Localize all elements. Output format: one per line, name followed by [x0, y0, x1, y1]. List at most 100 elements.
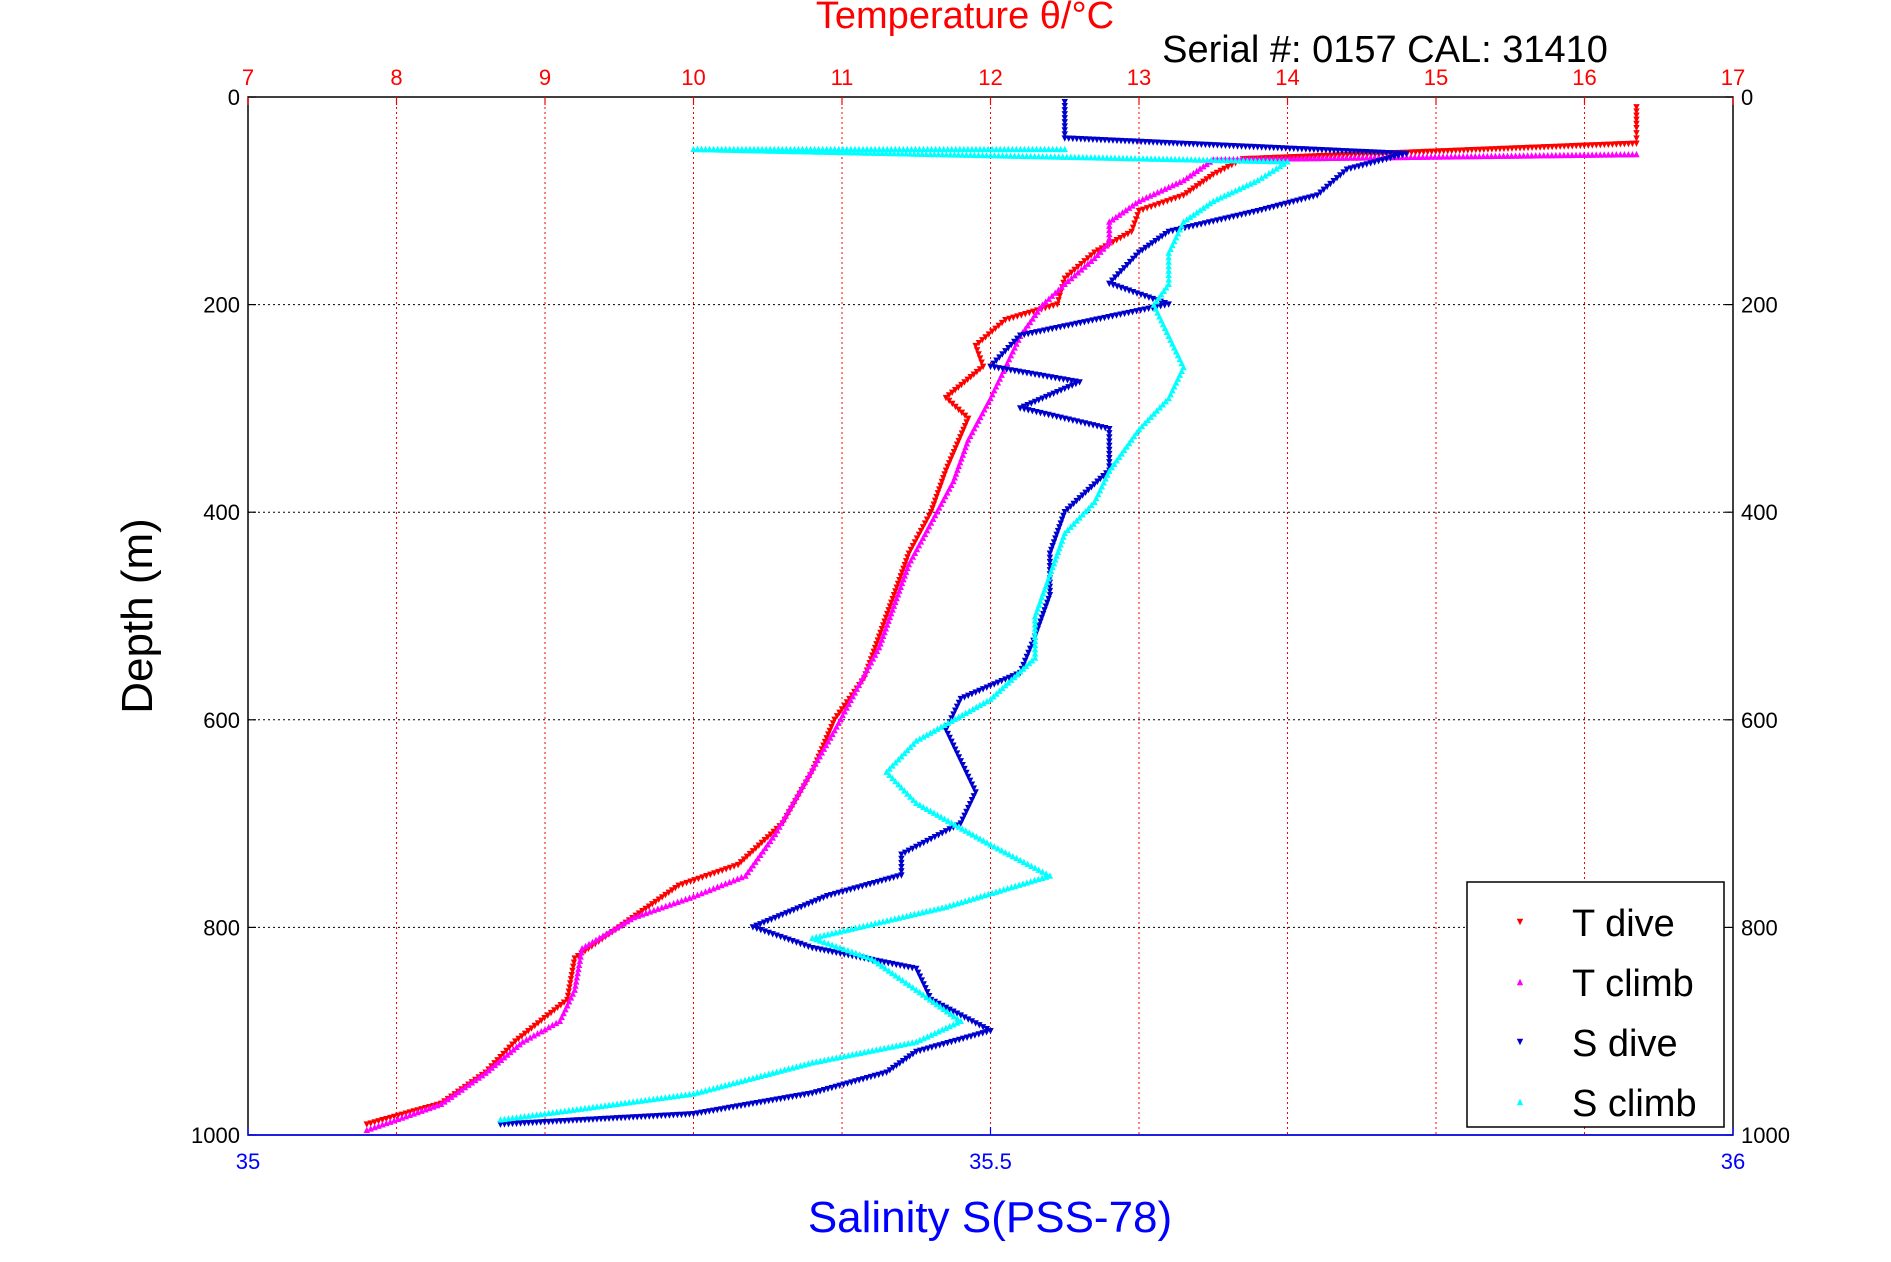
data-point [1256, 157, 1263, 164]
data-point [379, 1121, 386, 1128]
data-point [909, 542, 917, 550]
data-point [1021, 145, 1028, 153]
data-point [1039, 301, 1046, 308]
depth-tick-label: 800 [203, 915, 240, 940]
data-point [694, 1089, 701, 1096]
data-point [718, 881, 725, 889]
data-point [1284, 158, 1291, 165]
data-point [970, 785, 977, 792]
data-point [564, 992, 572, 1000]
data-point [968, 690, 976, 698]
data-point [1123, 443, 1130, 450]
data-point [734, 146, 741, 154]
data-point [782, 147, 790, 155]
data-point [468, 1079, 476, 1086]
data-point [1155, 155, 1163, 162]
data-point [1120, 232, 1128, 240]
data-point [1564, 151, 1572, 159]
data-point [836, 944, 844, 951]
data-point [1091, 249, 1098, 256]
data-point [1071, 271, 1078, 279]
data-point [1028, 657, 1036, 664]
data-point [1017, 668, 1024, 675]
data-point [488, 1064, 495, 1071]
data-point [690, 893, 697, 900]
data-point [1165, 280, 1172, 288]
data-point [1439, 153, 1447, 160]
data-point [868, 955, 875, 962]
data-point [1609, 151, 1616, 158]
data-point [916, 973, 924, 980]
data-point [834, 148, 842, 156]
data-point [1061, 131, 1068, 138]
data-point [1013, 145, 1020, 153]
data-point [769, 834, 776, 841]
data-point [943, 151, 950, 158]
data-point [826, 727, 834, 735]
data-point [1037, 618, 1044, 625]
data-point [1212, 156, 1219, 164]
data-point [1135, 425, 1143, 433]
data-point [649, 901, 656, 908]
data-point [593, 1103, 601, 1110]
data-point [690, 1090, 697, 1097]
data-point [1317, 189, 1324, 196]
data-point [970, 371, 977, 378]
data-point [544, 1012, 551, 1019]
data-point [1262, 172, 1269, 179]
data-point [951, 715, 959, 723]
data-point [952, 746, 959, 753]
data-point [510, 1046, 517, 1053]
data-point [854, 149, 862, 156]
data-point [710, 1085, 717, 1092]
series-s-climb [497, 145, 1291, 1123]
temp-tick-label: 10 [681, 65, 705, 90]
data-point [830, 148, 838, 156]
legend-marker [1516, 1038, 1524, 1046]
data-point [1057, 520, 1064, 527]
data-point [1054, 527, 1062, 535]
data-point [1050, 539, 1058, 546]
data-point [898, 859, 905, 867]
data-point [567, 976, 575, 983]
data-point [962, 897, 969, 905]
data-point [1183, 174, 1191, 181]
data-point [981, 891, 988, 899]
data-point [625, 1098, 633, 1106]
data-point [1103, 154, 1111, 161]
data-point [603, 930, 610, 937]
data-point [983, 839, 991, 846]
data-point [666, 1093, 673, 1100]
data-point [530, 1032, 538, 1039]
data-point [605, 1101, 613, 1109]
data-point [513, 1114, 520, 1121]
data-point [1232, 157, 1239, 164]
data-point [545, 1023, 552, 1031]
data-point [1203, 160, 1210, 168]
data-point [955, 406, 962, 414]
data-point [1135, 197, 1143, 204]
data-point [581, 1104, 589, 1112]
data-point [992, 325, 999, 333]
data-point [1106, 459, 1113, 466]
data-point [1131, 154, 1139, 162]
data-point [551, 1007, 558, 1014]
data-point [940, 475, 947, 482]
data-point [923, 150, 930, 157]
data-point [961, 379, 968, 386]
data-point [883, 917, 891, 924]
data-point [1411, 153, 1418, 161]
data-point [394, 1115, 402, 1123]
data-point [959, 762, 966, 769]
data-point [1165, 249, 1172, 256]
data-point [1002, 316, 1009, 324]
data-point [817, 1057, 824, 1064]
data-point [950, 742, 957, 749]
data-point [1020, 661, 1027, 669]
data-point [947, 1010, 954, 1017]
data-point [1051, 153, 1058, 160]
data-point [999, 684, 1006, 692]
data-point [919, 524, 927, 531]
data-point [518, 1033, 525, 1040]
data-point [1106, 446, 1113, 454]
